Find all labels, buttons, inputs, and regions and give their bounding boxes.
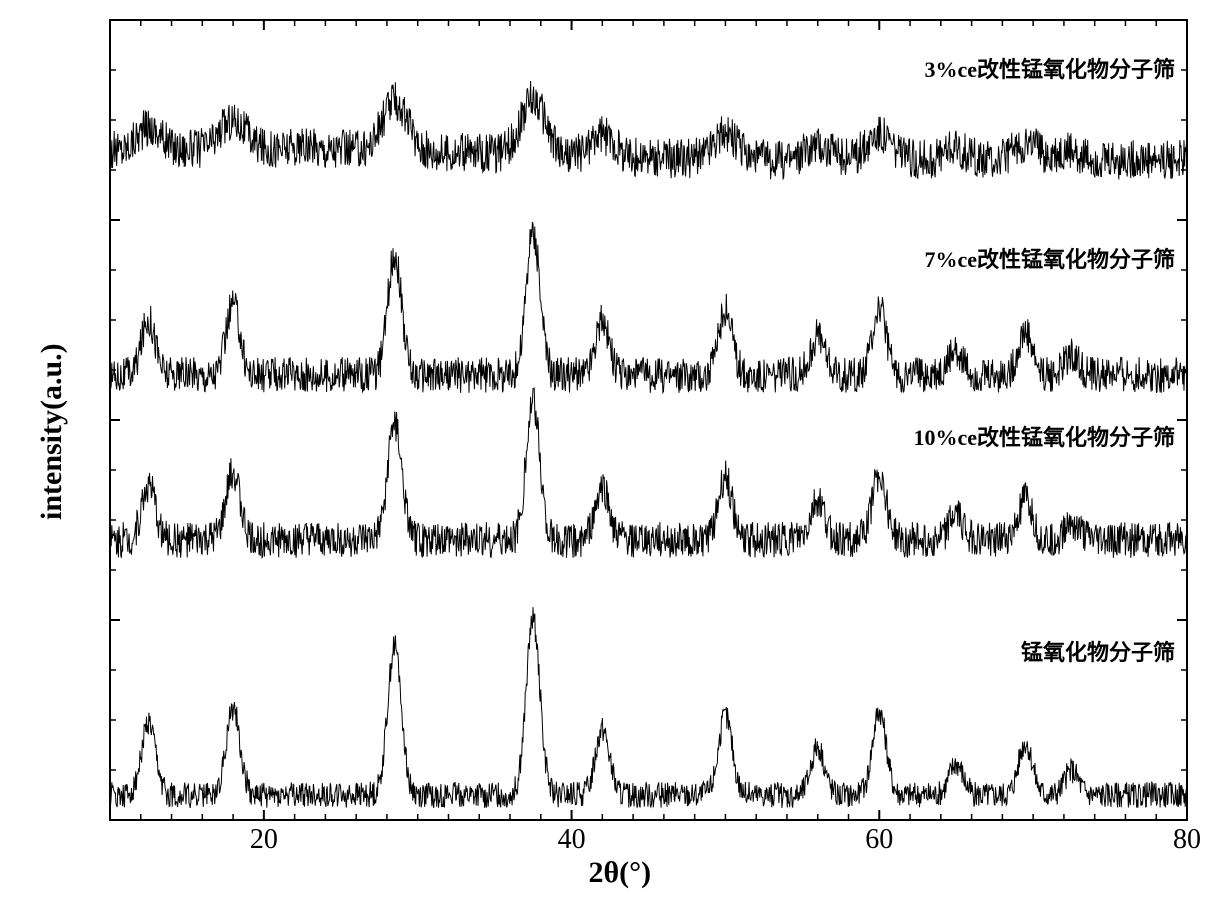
y-axis-label: intensity(a.u.) bbox=[35, 343, 69, 520]
series-label: 3%ce改性锰氧化物分子筛 bbox=[924, 52, 1175, 84]
x-axis-label: 2θ(°) bbox=[589, 856, 652, 890]
series-label: 7%ce改性锰氧化物分子筛 bbox=[924, 242, 1175, 274]
series-label: 锰氧化物分子筛 bbox=[1021, 635, 1175, 667]
xrd-trace bbox=[110, 81, 1187, 180]
x-tick-label: 80 bbox=[1167, 824, 1207, 856]
xrd-trace bbox=[110, 388, 1187, 558]
x-tick-label: 60 bbox=[859, 824, 899, 856]
x-tick-label: 20 bbox=[244, 824, 284, 856]
x-tick-label: 40 bbox=[552, 824, 592, 856]
series-label: 10%ce改性锰氧化物分子筛 bbox=[913, 420, 1175, 452]
